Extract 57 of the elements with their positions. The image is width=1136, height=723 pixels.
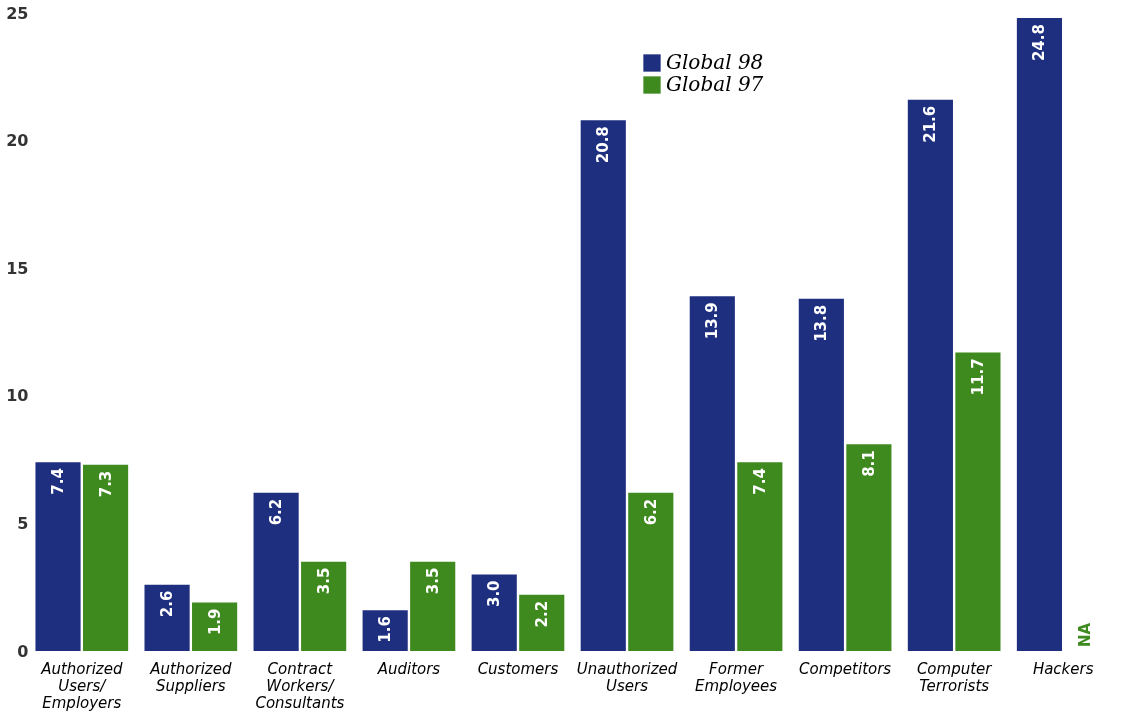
data-label: 3.5 (423, 567, 442, 595)
data-label: 1.6 (376, 616, 395, 643)
data-label: 21.6 (921, 105, 940, 143)
data-label: 3.5 (314, 567, 333, 595)
x-tick-label: Authorized Suppliers (149, 659, 232, 695)
y-tick-label: 5 (17, 513, 29, 533)
bar (253, 492, 299, 651)
bar (301, 561, 347, 651)
bar (362, 610, 408, 651)
bar (35, 462, 81, 651)
y-tick-label: 20 (6, 131, 29, 151)
bar (471, 574, 517, 651)
data-label: 6.2 (267, 498, 286, 526)
y-tick-label: 0 (17, 641, 29, 661)
data-label: 7.4 (750, 468, 769, 495)
x-tick-label: Auditors (376, 659, 441, 678)
x-tick-label: Competitors (799, 659, 892, 678)
data-label: 3.0 (485, 580, 504, 608)
legend-label: Global 98 (666, 50, 764, 74)
x-tick-label: Customers (477, 659, 559, 678)
annotation: NA (1076, 622, 1095, 647)
bar (689, 296, 735, 651)
data-label: 1.9 (205, 608, 224, 636)
x-tick-label: Authorized Users/ Employers (40, 659, 123, 712)
x-tick-label: Computer Terrorists (916, 659, 993, 695)
y-tick-label: 10 (6, 386, 29, 406)
y-tick-label: 15 (6, 258, 29, 278)
data-label: 24.8 (1030, 24, 1049, 62)
bar (192, 602, 238, 651)
data-label: 6.2 (641, 498, 660, 526)
bar (519, 594, 565, 651)
data-label: 11.7 (968, 358, 987, 396)
bar (580, 120, 626, 651)
data-label: 13.8 (812, 304, 831, 342)
data-label: 7.3 (96, 470, 115, 498)
bar (82, 464, 129, 651)
bar (955, 352, 1001, 651)
bar (846, 444, 892, 651)
bar (628, 492, 674, 651)
data-label: 2.6 (158, 590, 177, 618)
bar (1016, 18, 1063, 651)
data-label: 8.1 (859, 450, 878, 477)
x-tick-label: Contract Workers/ Consultants (255, 659, 345, 712)
data-label: 20.8 (594, 126, 613, 164)
data-label: 13.9 (703, 302, 722, 340)
data-label: 7.4 (49, 468, 68, 495)
bar (737, 462, 783, 651)
x-tick-label: Unauthorized Users (576, 659, 678, 695)
bar (144, 584, 190, 651)
x-tick-label: Hackers (1032, 659, 1094, 678)
legend-label: Global 97 (666, 72, 764, 96)
bar (907, 99, 953, 651)
bar (798, 298, 844, 651)
data-label: 2.2 (532, 600, 551, 628)
bar (410, 561, 456, 651)
y-tick-label: 25 (6, 3, 29, 23)
x-tick-label: Former Employees (695, 659, 778, 695)
